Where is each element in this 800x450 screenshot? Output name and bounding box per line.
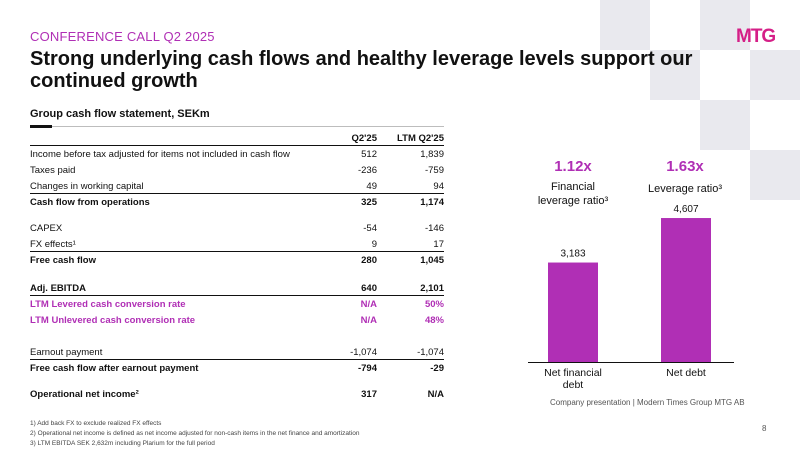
kpi-leverage-value: 1.63x	[666, 158, 704, 175]
row-value-ltm: 1,174	[420, 197, 444, 208]
table-title: Group cash flow statement, SEKm	[30, 108, 210, 120]
row-label: CAPEX	[30, 223, 63, 234]
row-label: FX effects¹	[30, 239, 76, 250]
row-label: LTM Levered cash conversion rate	[30, 299, 186, 310]
row-value-q2: 9	[371, 239, 377, 250]
row-value-ltm: -29	[430, 363, 444, 374]
row-label: Operational net income²	[30, 389, 139, 400]
category-label: Net financial	[544, 367, 602, 379]
row-value-q2: -236	[357, 165, 377, 176]
footnote: 1) Add back FX to exclude realized FX ef…	[30, 420, 162, 427]
kpi-financial-leverage-value: 1.12x	[554, 158, 592, 175]
row-value-q2: 512	[361, 149, 377, 160]
table-row: LTM Unlevered cash conversion rate N/A 4…	[30, 312, 444, 328]
row-value-q2: N/A	[360, 299, 377, 310]
table-row: FX effects¹ 9 17	[30, 236, 444, 252]
category-label: Net debt	[666, 367, 706, 379]
row-label: Cash flow from operations	[30, 197, 150, 208]
table-row: Free cash flow after earnout payment -79…	[30, 360, 444, 376]
footnote: 2) Operational net income is defined as …	[30, 430, 360, 437]
bar-value-label: 3,183	[560, 249, 585, 260]
table-row: Operational net income² 317 N/A	[30, 386, 444, 402]
row-value-ltm: 1,839	[420, 149, 444, 160]
table-row: Free cash flow 280 1,045	[30, 252, 444, 268]
row-label: LTM Unlevered cash conversion rate	[30, 315, 196, 326]
row-label: Free cash flow	[30, 255, 96, 266]
decorative-square	[700, 100, 750, 150]
table-row: Income before tax adjusted for items not…	[30, 146, 444, 162]
row-label: Adj. EBITDA	[30, 283, 86, 294]
footer-company: Company presentation | Modern Times Grou…	[550, 398, 745, 407]
row-value-ltm: 48%	[424, 315, 444, 326]
decorative-square	[750, 50, 800, 100]
mtg-logo: MTG	[736, 26, 776, 47]
row-value-q2: 317	[361, 389, 377, 400]
table-row: LTM Levered cash conversion rate N/A 50%	[30, 296, 444, 312]
decorative-square	[600, 0, 650, 50]
row-value-ltm: -146	[424, 223, 444, 234]
page-title: Strong underlying cash flows and healthy…	[30, 48, 693, 92]
row-value-ltm: 17	[433, 239, 444, 250]
bar-value-label: 4,607	[673, 204, 698, 215]
row-value-ltm: -759	[424, 165, 444, 176]
row-value-q2: -1,074	[350, 347, 377, 358]
row-value-q2: 49	[366, 181, 377, 192]
kpi-leverage-label: Leverage ratio³	[648, 183, 722, 195]
kicker-label: CONFERENCE CALL Q2 2025	[30, 29, 215, 44]
page-number: 8	[762, 424, 767, 433]
row-value-q2: 325	[361, 197, 377, 208]
row-label: Earnout payment	[30, 347, 103, 358]
table-row: Cash flow from operations 325 1,174	[30, 194, 444, 210]
table-row: Changes in working capital 49 94	[30, 178, 444, 194]
bar-net-financial-debt	[548, 262, 598, 362]
kpi-financial-leverage-label: Financial leverage ratio³	[537, 181, 609, 207]
decorative-square	[700, 0, 750, 50]
table-row: Earnout payment -1,074 -1,074	[30, 344, 444, 360]
row-label: Taxes paid	[30, 165, 76, 176]
row-value-q2: 280	[361, 255, 377, 266]
row-value-q2: 640	[361, 283, 377, 294]
row-value-q2: N/A	[360, 315, 377, 326]
row-value-q2: -794	[357, 363, 377, 374]
divider	[30, 126, 444, 127]
row-label: Income before tax adjusted for items not…	[30, 149, 290, 160]
row-value-ltm: -1,074	[417, 347, 444, 358]
column-header-ltm: LTM Q2'25	[397, 133, 444, 144]
decorative-square	[650, 50, 700, 100]
row-value-ltm: 2,101	[420, 283, 444, 294]
category-label: debt	[563, 379, 584, 390]
divider-accent	[30, 125, 52, 128]
footnote: 3) LTM EBITDA SEK 2,632m including Plari…	[30, 440, 215, 447]
row-value-ltm: 1,045	[420, 255, 444, 266]
row-value-ltm: N/A	[427, 389, 444, 400]
row-label: Free cash flow after earnout payment	[30, 363, 199, 374]
table-row: CAPEX -54 -146	[30, 220, 444, 236]
table-row: Taxes paid -236 -759	[30, 162, 444, 178]
row-value-q2: -54	[363, 223, 377, 234]
bar-net-debt	[661, 218, 711, 362]
row-value-ltm: 94	[433, 181, 444, 192]
decorative-square	[750, 150, 800, 200]
row-value-ltm: 50%	[424, 299, 444, 310]
table-row: Adj. EBITDA 640 2,101	[30, 280, 444, 296]
table-header-row: Q2'25 LTM Q2'25	[30, 130, 444, 146]
row-label: Changes in working capital	[30, 181, 144, 192]
column-header-q2: Q2'25	[351, 133, 378, 144]
